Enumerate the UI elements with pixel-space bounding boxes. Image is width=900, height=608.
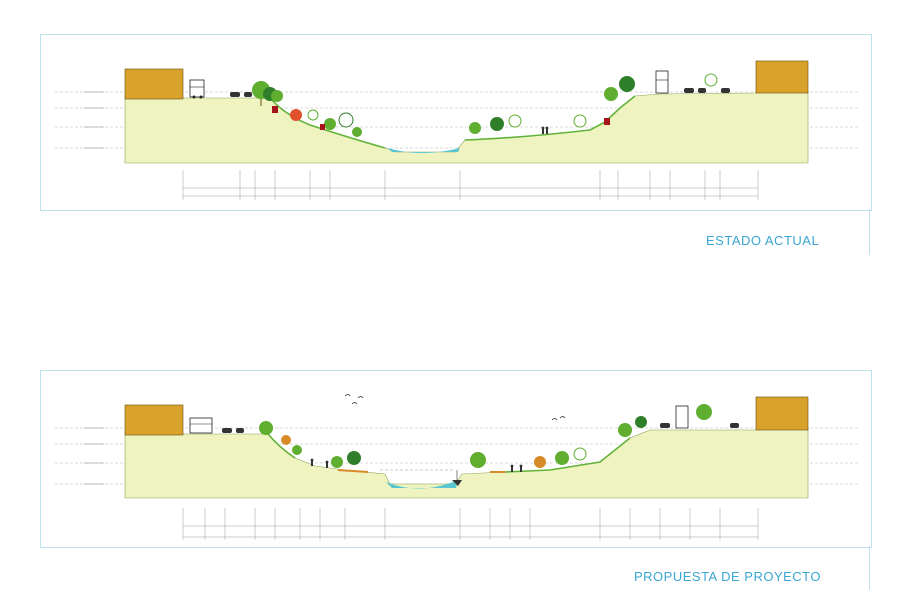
tree-icon [307,109,319,121]
level-markers [84,91,104,149]
dimension-lines [182,170,759,200]
pedestrian-icon [325,460,329,468]
terrain-proposal [124,426,809,499]
proposal-frame [40,370,872,548]
tree-icon [338,112,354,128]
frame-accent-line [869,546,870,590]
tree-icon [271,90,283,102]
tree-icon [469,122,481,134]
tree-icon [573,114,587,128]
tree-icon [604,87,618,101]
river-water [386,480,458,489]
car-icon [730,423,739,428]
car-icon [660,423,670,428]
tree-icon [292,445,302,455]
pedestrian-icon [545,126,549,134]
tree-icon [618,423,632,437]
car-icon [684,88,694,93]
current-state-frame [40,34,872,211]
level-lines [55,91,858,149]
car-icon [698,88,706,93]
tree-icon [534,456,546,468]
tree-icon [331,456,343,468]
tree-icon [696,404,712,420]
proposal-caption: PROPUESTA DE PROYECTO [634,569,822,584]
truck-icon [675,405,689,429]
tree-icon [290,109,302,121]
tree-icon [573,447,587,461]
pedestrian-icon [519,464,523,472]
building-left [124,68,184,100]
dimension-lines [182,508,759,540]
tree-icon [324,118,336,130]
tree-icon [259,421,273,435]
tree-icon [347,451,361,465]
tree-icon [704,73,718,87]
pedestrian-icon [310,458,314,466]
tree-icon [252,81,277,106]
retaining-wall [320,124,325,130]
tree-icon [352,127,362,137]
truck-icon [655,70,669,94]
current-state-caption: ESTADO ACTUAL [706,233,820,248]
pedestrian-icon [541,126,545,134]
building-right [755,60,809,94]
pedestrian-icon [510,464,514,472]
tree-icon [490,117,504,131]
building-left [124,404,184,436]
building-right [755,396,809,431]
bird-icon [344,394,566,421]
tree-icon [508,114,522,128]
tree-icon [555,451,569,465]
bus-icon [189,79,205,99]
tree-icon [281,435,291,445]
tree-icon [619,76,635,92]
tree-icon [470,452,486,468]
car-icon [236,428,244,433]
boat-icon [452,470,462,486]
car-icon [230,92,240,97]
path-orange [337,469,369,473]
bus-icon [189,417,213,434]
level-markers [84,427,104,485]
car-icon [244,92,252,97]
tree-icon [635,416,647,428]
car-icon [222,428,232,433]
frame-accent-line [869,209,870,255]
retaining-wall [604,118,610,125]
retaining-wall [272,106,278,113]
river-water [388,148,460,153]
car-icon [721,88,730,93]
